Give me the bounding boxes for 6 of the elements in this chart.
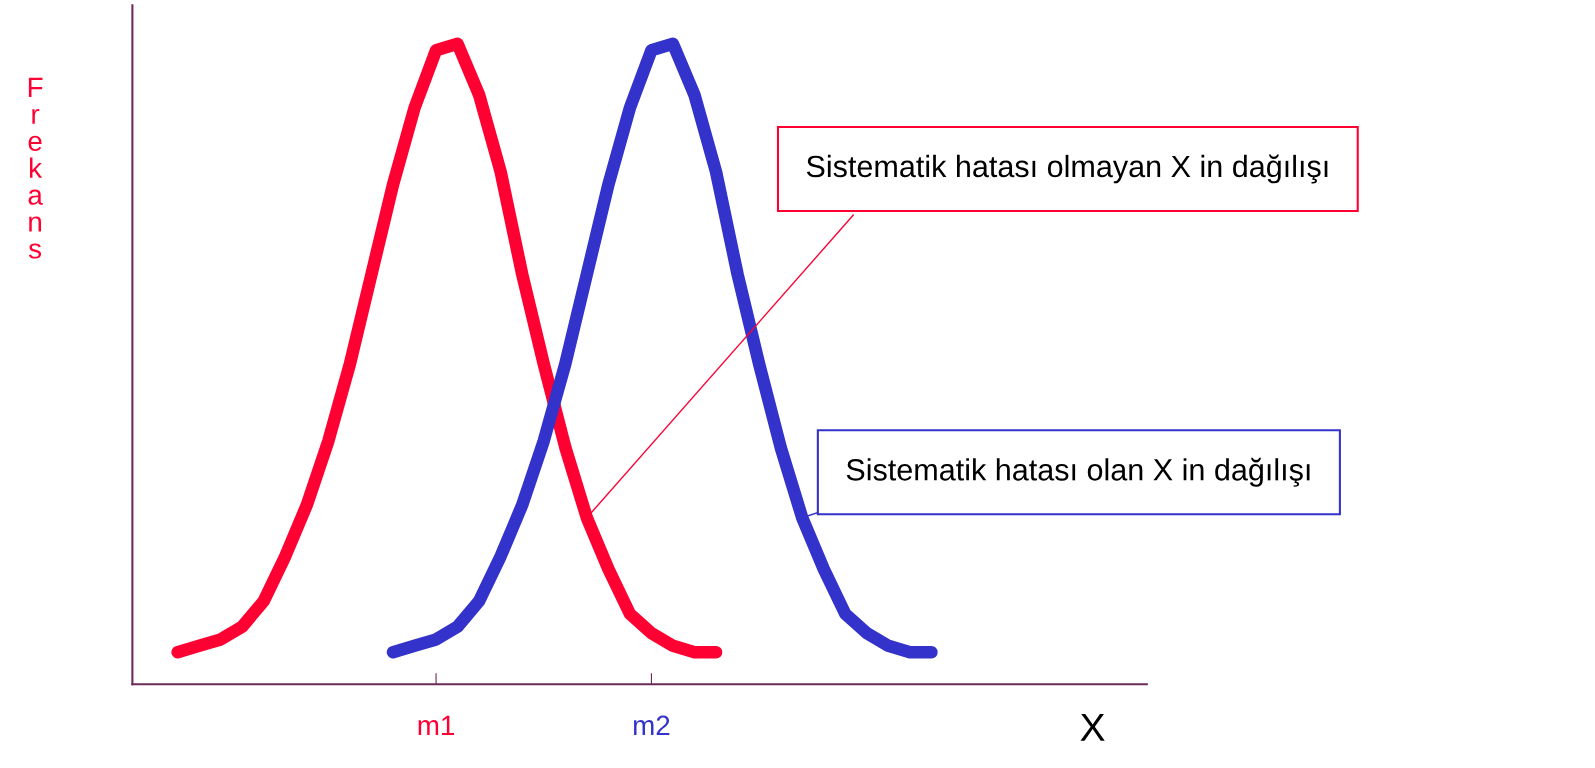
x-tick-label: m2 (633, 715, 670, 735)
x-axis-title: X (1080, 713, 1105, 741)
x-tick-label: m1 (418, 715, 454, 735)
y-axis-title: Frekans (28, 77, 43, 259)
annotation: Sistematik hatası olmayan X in dağılışı (806, 154, 1328, 184)
annotation: Sistematik hatası olan X in dağılışı (846, 457, 1310, 487)
